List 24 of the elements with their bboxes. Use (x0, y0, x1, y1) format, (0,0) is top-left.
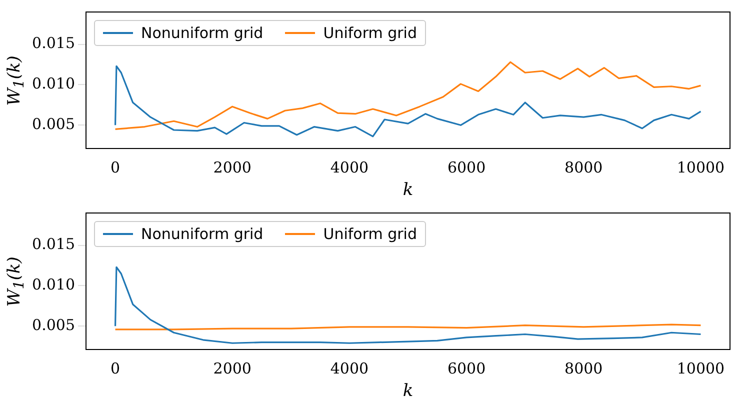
legend-label: Uniform grid (323, 225, 417, 243)
y-tick-label: 0.010 (32, 74, 75, 93)
y-tick-label: 0.015 (32, 34, 75, 52)
x-tick-label: 10000 (676, 158, 725, 176)
x-tick-label: 6000 (447, 158, 486, 176)
y-tick-label: 0.010 (32, 276, 75, 294)
x-tick-label: 2000 (213, 158, 252, 176)
x-tick-label: 8000 (564, 359, 603, 378)
legend-label: Nonuniform grid (141, 24, 264, 42)
x-tick-label: 10000 (676, 359, 725, 378)
legend-label: Uniform grid (323, 24, 417, 42)
x-tick-label: 0 (110, 359, 120, 378)
x-axis-title: k (402, 381, 414, 402)
x-tick-label: 8000 (564, 158, 603, 176)
y-tick-label: 0.005 (32, 115, 75, 134)
y-tick-label: 0.015 (32, 235, 75, 254)
x-tick-label: 0 (110, 158, 120, 176)
x-tick-label: 4000 (330, 359, 369, 378)
x-axis-title: k (402, 180, 414, 200)
x-tick-label: 2000 (213, 359, 252, 378)
legend-label: Nonuniform grid (141, 225, 264, 243)
x-tick-label: 6000 (447, 359, 486, 378)
x-tick-label: 4000 (330, 158, 369, 176)
y-tick-label: 0.005 (32, 316, 75, 334)
